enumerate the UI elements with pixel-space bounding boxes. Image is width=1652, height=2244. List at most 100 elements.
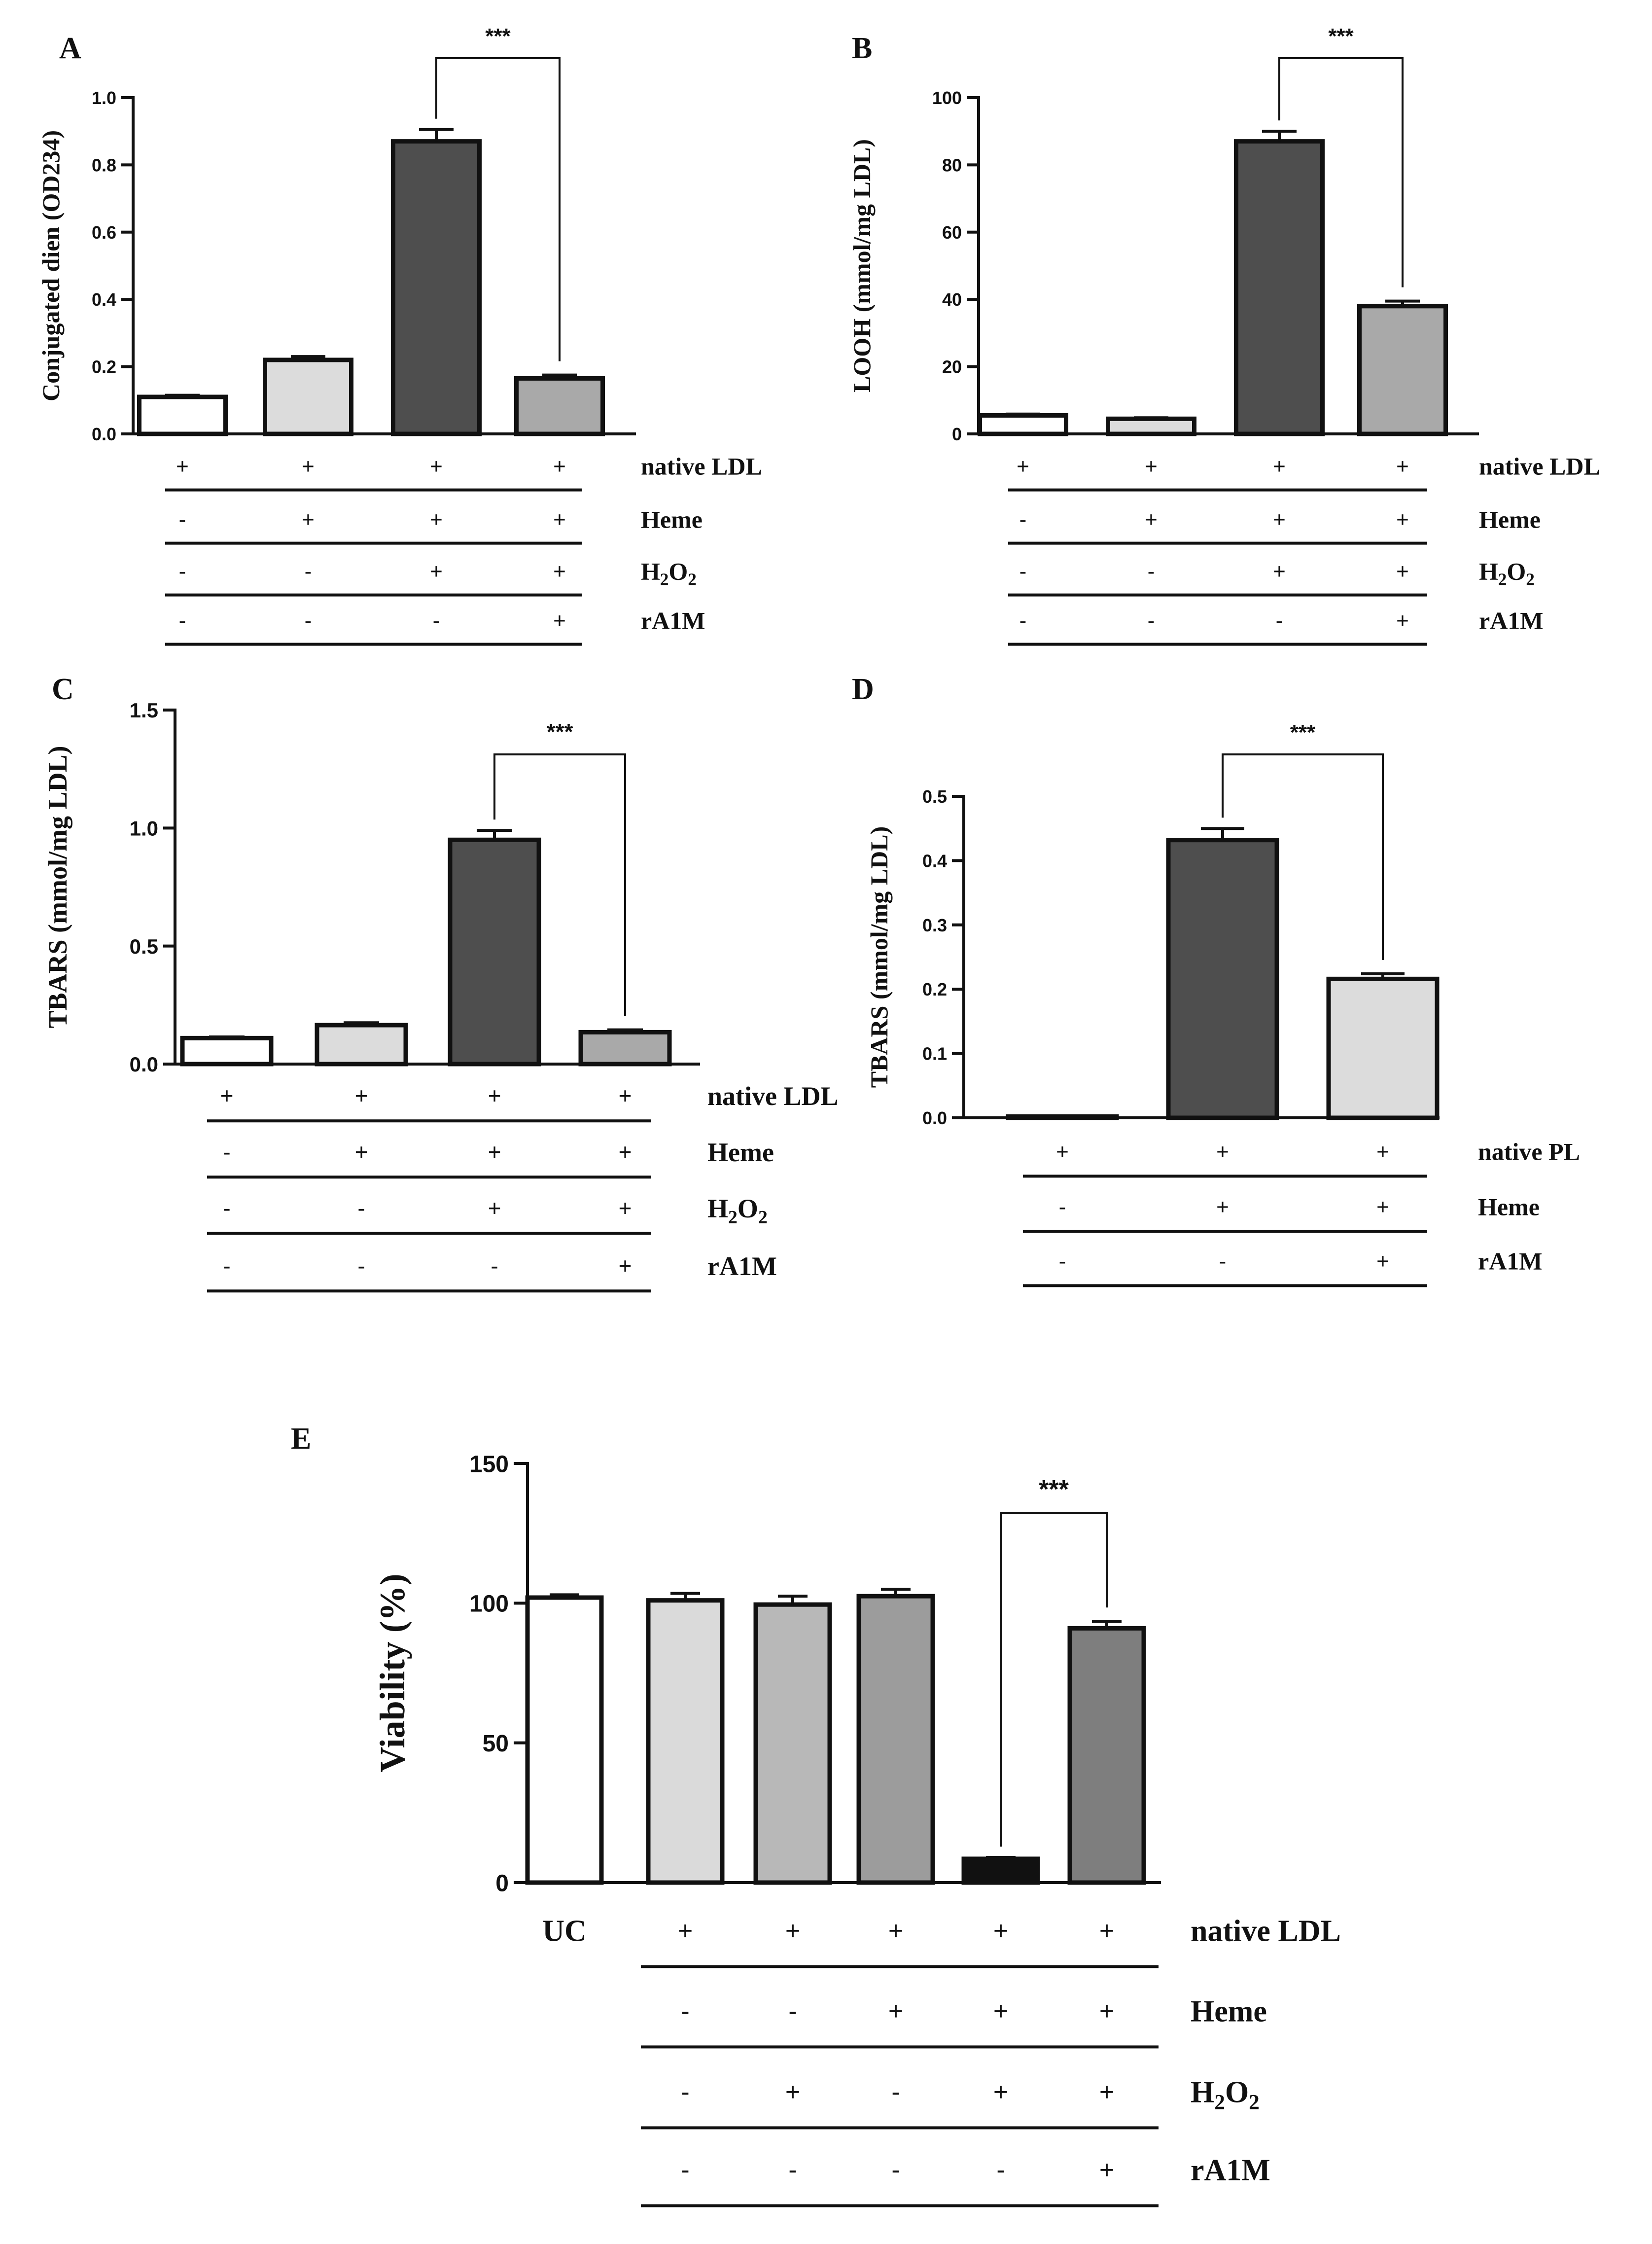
minus-sign: - [491,1253,498,1279]
plus-sign: + [430,507,443,532]
significance-bracket [1000,1512,1108,1847]
y-tick-label: 80 [942,155,962,175]
panel-b: B 0 20 40 60 80 100 LOOH (mmol/mg LDL) *** + + + + na… [848,24,1600,646]
bar [1326,976,1440,1120]
minus-sign: - [788,2156,797,2184]
y-axis-label: Conjugated dien (OD234) [37,130,65,401]
significance-bracket [1278,57,1404,287]
minus-sign: - [681,1997,689,2026]
panel-e: E 0 50 100 150 Viability (%) *** UC + + + + + native … [291,1422,1341,2208]
minus-sign: - [305,559,312,583]
bar [856,1594,935,1885]
plus-sign: + [993,2078,1008,2106]
y-tick-label: 0.4 [92,289,116,310]
panel-a: A 0.0 0.2 0.4 0.6 0.8 1.0 Conjugated dien (OD23… [37,24,762,646]
plus-sign: + [1056,1140,1069,1164]
plus-sign: + [1396,608,1409,633]
plus-sign: + [888,1997,903,2026]
plus-sign: + [488,1083,501,1108]
condition-label: Heme [707,1138,774,1167]
bar [1166,838,1279,1120]
plus-sign: + [1396,559,1409,583]
y-tick-label: 1.0 [92,88,116,108]
uc-label: UC [542,1915,587,1948]
plus-sign: + [553,507,566,532]
plus-sign: + [1376,1249,1389,1273]
minus-sign: - [1148,559,1155,583]
significance-bracket [435,57,561,361]
minus-sign: - [1019,608,1027,633]
y-axis-label: TBARS (mmol/mg LDL) [43,746,72,1028]
panel-letter: C [52,673,74,706]
minus-sign: - [1019,559,1027,583]
plus-sign: + [1216,1195,1229,1219]
plus-sign: + [1376,1195,1389,1219]
plus-sign: + [993,1917,1008,1945]
condition-label: rA1M [641,607,705,635]
y-tick-label: 0.0 [92,424,116,444]
y-tick-label: 0.1 [922,1044,947,1064]
plus-sign: + [619,1195,632,1221]
plus-sign: + [785,1917,800,1945]
bar [315,1023,408,1067]
plus-sign: + [1396,454,1409,478]
plus-sign: + [678,1917,693,1945]
minus-sign: - [1059,1195,1066,1219]
significance-bracket [493,753,626,1016]
y-axis-label: Viability (%) [373,1573,412,1772]
minus-sign: - [681,2078,689,2106]
panel-letter: B [852,32,872,65]
significance-label: *** [1328,24,1354,48]
minus-sign: - [223,1195,230,1221]
minus-sign: - [1219,1249,1227,1273]
condition-label: rA1M [1191,2154,1270,2187]
y-tick-label: 0 [952,424,962,444]
bar [263,357,353,436]
significance-bracket [1222,753,1384,960]
minus-sign: - [223,1139,230,1165]
y-tick-label: 0.3 [922,915,947,935]
plus-sign: + [553,454,566,478]
condition-label: Heme [641,506,703,534]
plus-sign: + [430,454,443,478]
panel-c: C 0.0 0.5 1.0 1.5 TBARS (mmol/mg LDL) *** + + + + n… [43,673,839,1293]
plus-sign: + [220,1083,234,1108]
condition-label: native PL [1478,1138,1580,1166]
bar [448,837,541,1067]
plus-sign: + [1216,1140,1229,1164]
condition-label: Heme [1191,1995,1267,2029]
plus-sign: + [785,2078,800,2106]
bar [961,1856,1040,1885]
plus-sign: + [176,454,189,478]
y-tick-label: 1.5 [130,699,158,722]
significance-label: *** [1290,720,1316,745]
plus-sign: + [1099,2078,1114,2106]
plus-sign: + [619,1139,632,1165]
y-tick-label: 0 [495,1870,509,1896]
plus-sign: + [430,559,443,583]
plus-sign: + [619,1083,632,1108]
y-axis-label: LOOH (mmol/mg LDL) [848,139,876,392]
plus-sign: + [1396,507,1409,532]
condition-label: rA1M [707,1251,777,1281]
plus-sign: + [888,1917,903,1945]
y-tick-label: 0.0 [922,1108,947,1128]
minus-sign: - [891,2156,900,2184]
significance-label: *** [547,719,573,745]
minus-sign: - [1148,608,1155,633]
minus-sign: - [996,2156,1005,2184]
plus-sign: + [1099,1917,1114,1945]
plus-sign: + [1099,2156,1114,2184]
minus-sign: - [357,1253,365,1279]
y-tick-label: 0.2 [92,357,116,377]
plus-sign: + [1017,454,1029,478]
condition-label: H2O2 [707,1194,768,1228]
plus-sign: + [488,1139,501,1165]
minus-sign: - [433,608,440,633]
panel-letter: A [59,32,81,65]
plus-sign: + [302,454,315,478]
y-tick-label: 0.5 [922,786,947,807]
plus-sign: + [993,1997,1008,2026]
plus-sign: + [1376,1140,1389,1164]
minus-sign: - [179,559,186,583]
